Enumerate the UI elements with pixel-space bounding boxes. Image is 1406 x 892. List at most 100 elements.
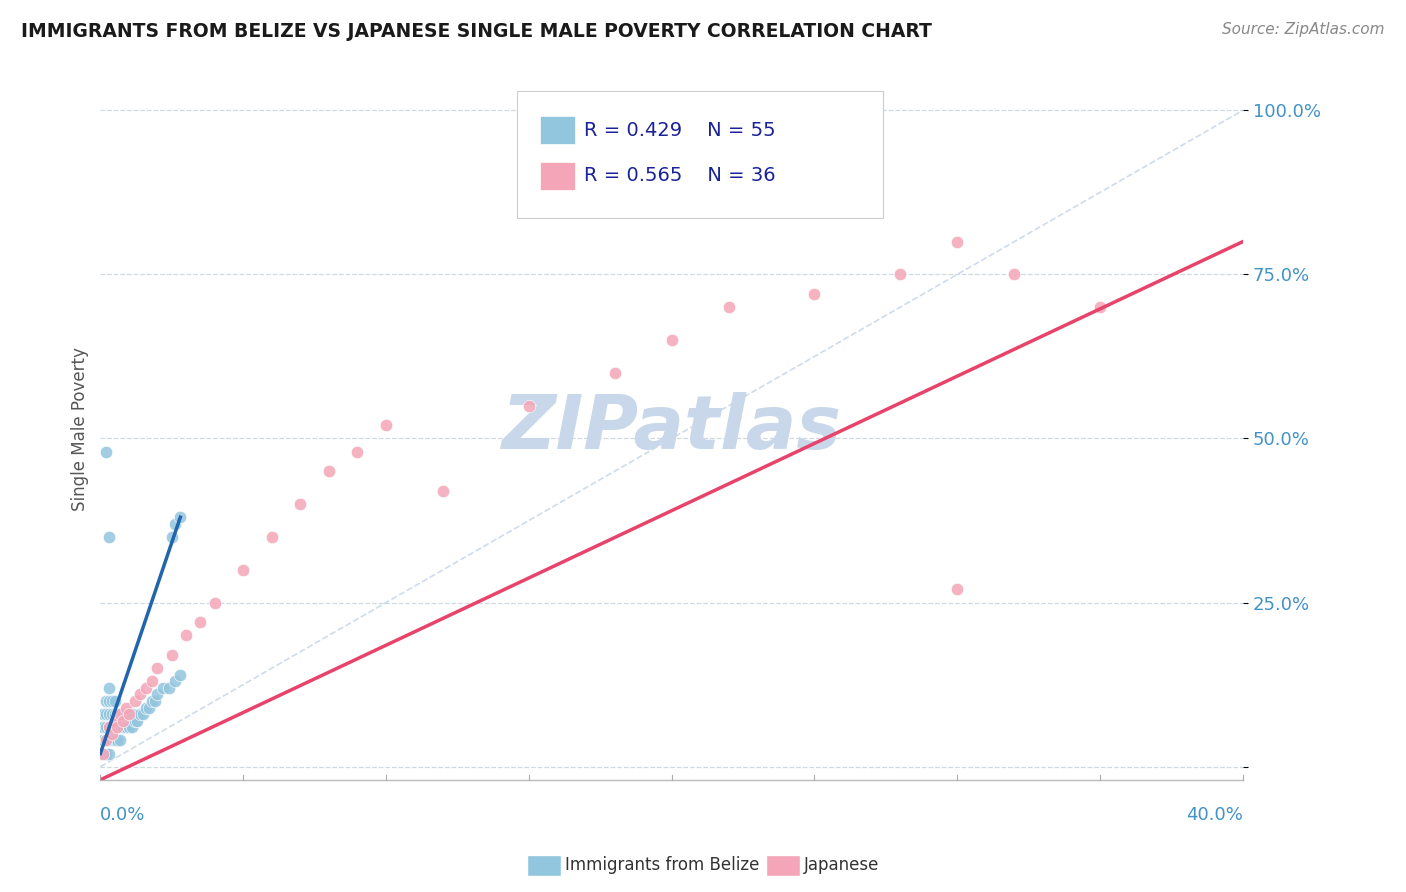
Point	[1004, 268, 1026, 282]
Point	[124, 714, 146, 728]
Point	[94, 733, 117, 747]
Point	[318, 464, 340, 478]
Point	[169, 667, 191, 681]
FancyBboxPatch shape	[540, 116, 575, 145]
Point	[260, 530, 283, 544]
Point	[717, 300, 740, 314]
Point	[121, 720, 143, 734]
Point	[346, 444, 368, 458]
Text: Japanese: Japanese	[804, 856, 880, 874]
Point	[946, 582, 969, 597]
Point	[889, 268, 911, 282]
Point	[104, 720, 127, 734]
Point	[141, 694, 163, 708]
Point	[1088, 300, 1111, 314]
Point	[124, 694, 146, 708]
Point	[112, 707, 135, 722]
Y-axis label: Single Male Poverty: Single Male Poverty	[72, 347, 89, 510]
Point	[129, 707, 152, 722]
Point	[204, 596, 226, 610]
Point	[115, 720, 138, 734]
Text: 0.0%: 0.0%	[100, 806, 146, 824]
Point	[188, 615, 211, 630]
Point	[112, 714, 135, 728]
Point	[97, 720, 120, 734]
Point	[104, 707, 127, 722]
Point	[112, 720, 135, 734]
Point	[97, 530, 120, 544]
Point	[94, 707, 117, 722]
Point	[101, 694, 124, 708]
Point	[97, 694, 120, 708]
Point	[104, 733, 127, 747]
Point	[135, 700, 157, 714]
Point	[118, 720, 141, 734]
Point	[110, 720, 132, 734]
Point	[97, 747, 120, 761]
FancyBboxPatch shape	[517, 92, 883, 218]
Point	[91, 747, 114, 761]
Point	[97, 720, 120, 734]
Point	[110, 707, 132, 722]
Point	[94, 720, 117, 734]
Text: Source: ZipAtlas.com: Source: ZipAtlas.com	[1222, 22, 1385, 37]
Point	[91, 720, 114, 734]
Point	[101, 733, 124, 747]
Point	[97, 707, 120, 722]
Point	[232, 563, 254, 577]
Point	[101, 707, 124, 722]
Point	[146, 661, 169, 675]
Point	[163, 674, 186, 689]
Text: R = 0.565    N = 36: R = 0.565 N = 36	[583, 166, 775, 186]
Point	[110, 707, 132, 722]
Point	[163, 516, 186, 531]
Text: ZIPatlas: ZIPatlas	[502, 392, 842, 465]
Point	[127, 714, 149, 728]
Point	[946, 235, 969, 249]
Point	[94, 747, 117, 761]
Point	[143, 694, 166, 708]
Point	[91, 733, 114, 747]
Point	[107, 720, 129, 734]
Point	[115, 707, 138, 722]
Text: 40.0%: 40.0%	[1187, 806, 1243, 824]
Point	[290, 497, 312, 511]
Point	[375, 418, 398, 433]
Text: R = 0.429    N = 55: R = 0.429 N = 55	[583, 120, 775, 140]
Point	[517, 399, 540, 413]
Point	[107, 720, 129, 734]
Point	[432, 483, 454, 498]
Point	[94, 444, 117, 458]
Point	[160, 530, 183, 544]
Point	[104, 714, 127, 728]
Point	[118, 707, 141, 722]
FancyBboxPatch shape	[540, 161, 575, 190]
Point	[115, 700, 138, 714]
Point	[803, 287, 825, 301]
Point	[146, 688, 169, 702]
Point	[94, 694, 117, 708]
Point	[101, 720, 124, 734]
Point	[138, 700, 160, 714]
Text: Immigrants from Belize: Immigrants from Belize	[565, 856, 759, 874]
Point	[160, 648, 183, 662]
Point	[157, 681, 180, 695]
Point	[603, 366, 626, 380]
Point	[107, 707, 129, 722]
Point	[101, 727, 124, 741]
Point	[169, 510, 191, 524]
Point	[174, 628, 197, 642]
Point	[94, 733, 117, 747]
Point	[152, 681, 174, 695]
Point	[661, 333, 683, 347]
Point	[135, 681, 157, 695]
Point	[132, 707, 155, 722]
Point	[121, 707, 143, 722]
Point	[110, 733, 132, 747]
Point	[141, 674, 163, 689]
Point	[129, 688, 152, 702]
Text: IMMIGRANTS FROM BELIZE VS JAPANESE SINGLE MALE POVERTY CORRELATION CHART: IMMIGRANTS FROM BELIZE VS JAPANESE SINGL…	[21, 22, 932, 41]
Point	[118, 707, 141, 722]
Point	[97, 733, 120, 747]
Point	[107, 733, 129, 747]
